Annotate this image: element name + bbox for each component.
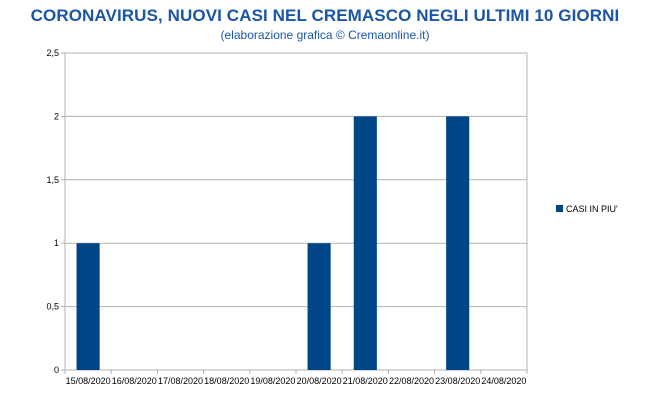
x-tick-label: 16/08/2020: [112, 376, 157, 386]
legend-label: CASI IN PIU': [566, 204, 618, 214]
x-tick-label: 17/08/2020: [158, 376, 203, 386]
x-tick-label: 22/08/2020: [389, 376, 434, 386]
chart-subtitle: (elaborazione grafica © Cremaonline.it): [220, 28, 430, 42]
bar-23-08-2020: [446, 116, 470, 371]
y-tick-label: 1: [54, 238, 59, 248]
bar-20-08-2020: [307, 243, 331, 370]
x-tick-label: 19/08/2020: [250, 376, 295, 386]
axes: [61, 52, 528, 374]
x-tick-labels: 15/08/2020 16/08/2020 17/08/2020 18/08/2020…: [66, 376, 527, 386]
legend: CASI IN PIU': [556, 204, 618, 214]
bar-21-08-2020: [353, 116, 377, 371]
x-tick-label: 15/08/2020: [66, 376, 111, 386]
x-tick-label: 20/08/2020: [297, 376, 342, 386]
bars: [76, 116, 470, 371]
y-tick-label: 2: [54, 111, 59, 121]
chart-title: CORONAVIRUS, NUOVI CASI NEL CREMASCO NEG…: [30, 6, 620, 25]
x-tick-label: 24/08/2020: [481, 376, 526, 386]
x-tick-label: 18/08/2020: [204, 376, 249, 386]
y-tick-label: 1,5: [46, 175, 59, 185]
bar-15-08-2020: [76, 243, 100, 370]
y-tick-label: 2,5: [46, 48, 59, 58]
x-tick-label: 21/08/2020: [343, 376, 388, 386]
legend-swatch: [556, 205, 563, 212]
y-tick-labels: 0 0,5 1 1,5 2 2,5: [46, 48, 59, 375]
y-tick-label: 0: [54, 365, 59, 375]
x-tick-label: 23/08/2020: [435, 376, 480, 386]
y-tick-label: 0,5: [46, 302, 59, 312]
